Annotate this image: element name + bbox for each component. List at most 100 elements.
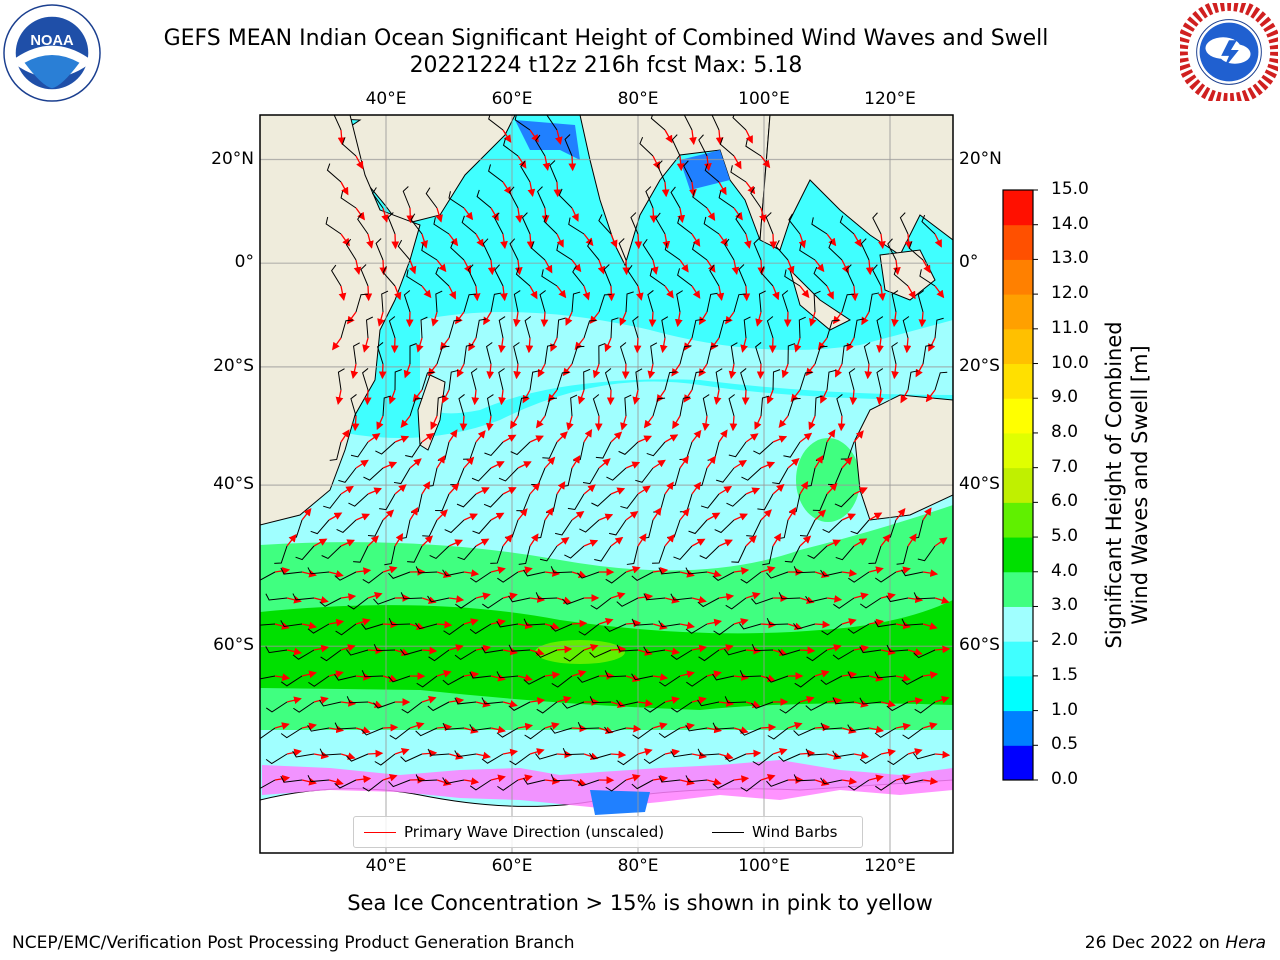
wind-barb	[577, 571, 600, 579]
wave-direction-arrow	[598, 458, 611, 469]
wind-barb	[913, 649, 936, 659]
wave-direction-arrow	[622, 259, 631, 276]
wind-barb	[494, 264, 504, 287]
wind-barb	[594, 545, 612, 562]
map-legend: Primary Wave Direction (unscaled) Wind B…	[353, 816, 863, 848]
wave-direction-arrow	[355, 775, 372, 784]
wave-direction-arrow	[544, 569, 561, 577]
colorbar-segment	[1003, 224, 1033, 260]
wind-barb	[901, 777, 924, 785]
lon-tick-bottom: 100°E	[738, 856, 790, 876]
lon-tick-bottom: 80°E	[617, 856, 659, 876]
wave-direction-arrow	[733, 567, 750, 575]
wave-direction-arrow	[566, 415, 574, 431]
wave-direction-arrow	[861, 311, 870, 326]
wave-direction-arrow	[502, 129, 512, 143]
wind-barb	[265, 753, 288, 765]
wave-direction-arrow	[529, 748, 545, 756]
wave-direction-arrow	[841, 726, 857, 734]
wind-barb	[406, 269, 423, 287]
wind-barb	[564, 134, 573, 157]
wind-barb	[564, 545, 585, 559]
land-india	[515, 115, 771, 267]
wave-direction-arrow	[850, 285, 859, 302]
wind-barb	[914, 701, 936, 714]
wave-direction-arrow	[313, 644, 330, 653]
wind-barb	[353, 545, 369, 563]
wave-direction-arrow	[556, 645, 573, 654]
colorbar-tick-label: 14.0	[1051, 213, 1089, 234]
wind-barb	[649, 268, 666, 287]
wind-barb	[476, 189, 492, 209]
wind-barb	[539, 290, 546, 313]
wave-direction-arrow	[483, 311, 492, 326]
wave-direction-arrow	[340, 699, 357, 707]
wave-direction-arrow	[435, 207, 443, 223]
wind-barb	[345, 238, 357, 261]
wind-barb	[577, 779, 600, 787]
wind-barb	[355, 293, 369, 313]
wave-direction-arrow	[556, 233, 564, 248]
wind-barb	[887, 238, 897, 261]
wind-barb	[805, 595, 828, 603]
wave-direction-arrow	[313, 751, 330, 760]
wave-direction-arrow	[517, 722, 534, 731]
colorbar-tick-label: 13.0	[1051, 248, 1089, 269]
wind-barb	[658, 727, 681, 739]
wind-barb	[604, 670, 627, 678]
wave-direction-arrow	[742, 285, 751, 302]
wave-direction-arrow	[409, 458, 422, 469]
wind-barb	[494, 212, 504, 235]
wind-barb	[400, 648, 423, 656]
wave-direction-arrow	[340, 181, 349, 196]
wave-direction-arrow	[922, 777, 939, 785]
wind-barb	[537, 186, 546, 209]
wave-direction-arrow	[880, 647, 896, 656]
wind-barb	[382, 265, 396, 287]
wind-barb	[709, 264, 720, 287]
wind-barb	[724, 696, 747, 704]
wind-barb	[382, 395, 392, 417]
wind-barb	[518, 545, 531, 565]
wave-direction-arrow	[490, 725, 506, 734]
wave-direction-arrow	[706, 618, 723, 627]
wave-direction-arrow	[583, 233, 594, 247]
wave-direction-arrow	[409, 507, 419, 521]
wave-direction-arrow	[421, 432, 435, 443]
wave-direction-arrow	[878, 285, 886, 302]
wave-direction-arrow	[610, 536, 624, 547]
wind-barb	[841, 293, 855, 313]
wind-barb	[442, 569, 465, 577]
wind-barb	[658, 620, 681, 628]
wind-barb	[371, 187, 384, 209]
wind-barb	[714, 519, 735, 534]
sea-ice-note: Sea Ice Concentration > 15% is shown in …	[347, 891, 933, 915]
wind-barb	[656, 160, 666, 183]
wind-barb	[697, 699, 720, 707]
wind-barb	[934, 371, 948, 391]
wave-direction-arrow	[502, 434, 517, 443]
lon-tick-bottom: 60°E	[491, 856, 533, 876]
wave-direction-arrow	[760, 566, 776, 574]
wind-barb	[260, 571, 276, 581]
wind-barb	[421, 243, 438, 261]
wind-barb	[334, 571, 357, 581]
wave-direction-arrow	[799, 646, 816, 655]
wave-direction-arrow	[436, 620, 453, 629]
wave-direction-arrow	[502, 647, 519, 656]
wave-direction-arrow	[841, 569, 858, 577]
wind-barb	[280, 620, 303, 628]
wind-barb	[508, 701, 531, 711]
wind-barb	[535, 134, 546, 157]
wind-barb	[346, 649, 369, 656]
wind-barb	[470, 368, 478, 391]
wave-direction-arrow	[610, 645, 627, 654]
wind-barb	[711, 115, 720, 131]
wave-direction-arrow	[525, 337, 534, 354]
wind-barb	[643, 593, 666, 601]
wind-barb	[375, 441, 396, 455]
wind-barb	[535, 592, 558, 600]
wave-direction-arrow	[698, 363, 708, 377]
wave-direction-arrow	[798, 233, 807, 249]
wind-barb	[340, 319, 353, 339]
